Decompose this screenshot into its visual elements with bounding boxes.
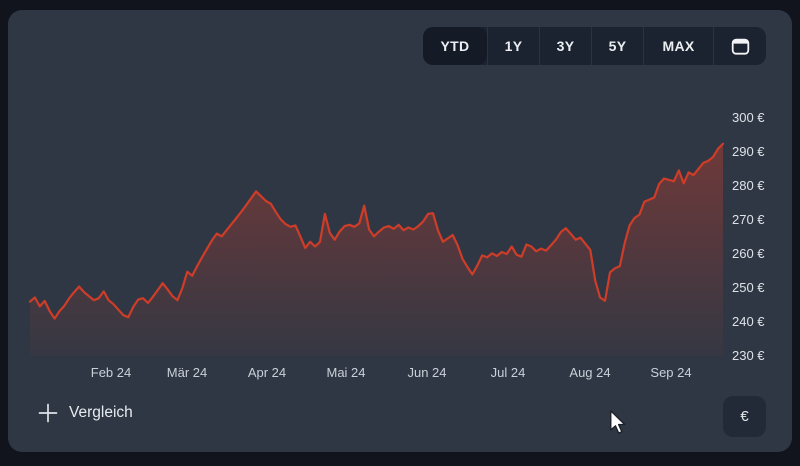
plus-icon xyxy=(38,403,58,423)
calendar-button[interactable] xyxy=(713,27,766,65)
y-tick-label: 300 € xyxy=(732,110,765,125)
currency-unit-button[interactable]: € xyxy=(723,396,766,437)
range-button-1y[interactable]: 1Y xyxy=(487,27,539,65)
range-button-3y[interactable]: 3Y xyxy=(539,27,591,65)
y-tick-label: 280 € xyxy=(732,178,765,193)
x-tick-label: Mär 24 xyxy=(166,365,208,380)
chart-line xyxy=(28,142,725,320)
y-tick-label: 270 € xyxy=(732,212,765,227)
x-tick-label: Apr 24 xyxy=(247,365,287,380)
x-tick-label: Feb 24 xyxy=(90,365,132,380)
add-comparison-button[interactable]: Vergleich xyxy=(38,400,133,426)
compare-label: Vergleich xyxy=(69,404,133,421)
range-button-ytd[interactable]: YTD xyxy=(423,27,487,65)
x-tick-label: Jun 24 xyxy=(407,365,447,380)
x-tick-label: Mai 24 xyxy=(326,365,366,380)
calendar-icon xyxy=(731,38,749,55)
range-button-5y[interactable]: 5Y xyxy=(591,27,643,65)
range-selector: YTD 1Y 3Y 5Y MAX xyxy=(423,27,766,65)
y-tick-label: 250 € xyxy=(732,280,765,295)
x-tick-label: Aug 24 xyxy=(569,365,611,380)
x-tick-label: Sep 24 xyxy=(650,365,692,380)
y-tick-label: 290 € xyxy=(732,144,765,159)
y-tick-label: 230 € xyxy=(732,348,765,363)
range-button-max[interactable]: MAX xyxy=(643,27,713,65)
currency-unit-label: € xyxy=(740,408,749,425)
y-tick-label: 240 € xyxy=(732,314,765,329)
chart-area-fill xyxy=(30,143,723,356)
x-tick-label: Jul 24 xyxy=(490,365,526,380)
y-tick-label: 260 € xyxy=(732,246,765,261)
